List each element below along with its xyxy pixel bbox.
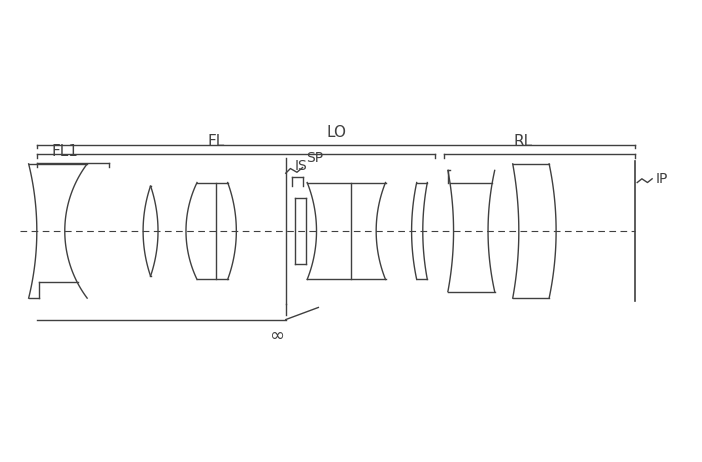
Text: IS: IS	[294, 159, 307, 173]
Text: $\infty$: $\infty$	[269, 326, 284, 344]
Text: FL1: FL1	[51, 144, 78, 159]
Text: RL: RL	[514, 134, 533, 149]
Text: IP: IP	[656, 172, 668, 186]
Text: FL: FL	[207, 134, 225, 149]
Text: LO: LO	[326, 125, 346, 140]
Text: SP: SP	[306, 151, 324, 165]
